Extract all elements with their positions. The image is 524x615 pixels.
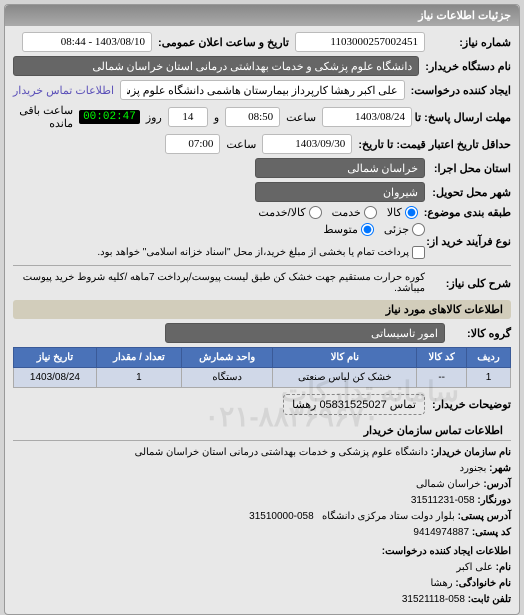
delivery-city-label: شهر محل تحویل: xyxy=(431,186,511,199)
response-deadline-label: مهلت ارسال پاسخ: تا تاریخ: xyxy=(418,111,511,124)
goods-table: ردیف کد کالا نام کالا واحد شمارش تعداد /… xyxy=(13,347,511,388)
radio-jozi[interactable]: جزئی xyxy=(384,223,425,236)
valid-date-field[interactable] xyxy=(262,134,352,154)
buyer-device-field[interactable] xyxy=(13,56,419,76)
need-key-text: کوره حرارت مستقیم جهت خشک کن طبق لیست پی… xyxy=(13,272,425,294)
th-name: نام کالا xyxy=(273,348,417,368)
table-header-row: ردیف کد کالا نام کالا واحد شمارش تعداد /… xyxy=(14,348,511,368)
contact-block: نام سازمان خریدار: دانشگاه علوم پزشکی و … xyxy=(13,445,511,608)
need-number-label: شماره نیاز: xyxy=(431,36,511,49)
resp-date-field[interactable] xyxy=(322,107,412,127)
th-code: کد کالا xyxy=(417,348,467,368)
remaining-hour-label: ساعت باقی مانده xyxy=(13,104,73,130)
exec-province-label: استان محل اجرا: xyxy=(431,162,511,175)
th-unit: واحد شمارش xyxy=(182,348,273,368)
radio-khedmat[interactable]: خدمت xyxy=(332,206,377,219)
hour-label-1: ساعت xyxy=(286,111,316,124)
radio-kala-khedmat[interactable]: کالا/خدمت xyxy=(258,206,321,219)
and-label: و xyxy=(214,111,219,124)
radio-kala[interactable]: کالا xyxy=(387,206,418,219)
days-remain-field[interactable] xyxy=(168,107,208,127)
panel-header: جزئیات اطلاعات نیاز xyxy=(5,5,519,26)
buy-type-radios: جزئی متوسط پرداخت تمام یا بخشی از مبلغ خ… xyxy=(13,223,425,259)
exec-province-field[interactable] xyxy=(255,158,425,178)
delivery-city-field[interactable] xyxy=(255,182,425,202)
radio-motavaset[interactable]: متوسط xyxy=(323,223,374,236)
valid-hour-field[interactable] xyxy=(165,134,220,154)
buyer-device-label: نام دستگاه خریدار: xyxy=(425,60,511,73)
announce-datetime-field[interactable] xyxy=(22,32,152,52)
th-date: تاریخ نیاز xyxy=(14,348,97,368)
validity-deadline-label: حداقل تاریخ اعتبار قیمت: تا تاریخ: xyxy=(358,138,511,151)
group-type-radios: کالا خدمت کالا/خدمت xyxy=(258,206,417,219)
details-panel: سامانه تدارکات ۰۲۱-۸۸۳۶۹۶۷۰ جزئیات اطلاع… xyxy=(4,4,520,615)
group-type-label: طبقه بندی موضوع: xyxy=(424,206,511,219)
remain-counter: 00:02:47 xyxy=(79,110,140,124)
requester-label: ایجاد کننده درخواست: xyxy=(411,84,511,97)
buy-type-label: نوع فرآیند خرید از: xyxy=(431,235,511,248)
need-number-field[interactable] xyxy=(295,32,425,52)
requester-field[interactable] xyxy=(120,80,405,100)
buyer-desc-value: تماس 05831525027 رهشا xyxy=(283,394,425,415)
th-row: ردیف xyxy=(466,348,510,368)
need-key-label: شرح کلی نیاز: xyxy=(431,277,511,290)
hour-label-2: ساعت xyxy=(226,138,256,151)
goods-group-field[interactable] xyxy=(165,323,445,343)
goods-group-label: گروه کالا: xyxy=(451,327,511,340)
buyer-desc-label: توضیحات خریدار: xyxy=(431,398,511,411)
resp-hour-field[interactable] xyxy=(225,107,280,127)
contact-info-link[interactable]: اطلاعات تماس خریدار xyxy=(13,84,114,97)
table-row[interactable]: 1 -- خشک کن لباس صنعتی دستگاه 1 1403/08/… xyxy=(14,368,511,388)
radio-asnad[interactable]: پرداخت تمام یا بخشی از مبلغ خرید،از محل … xyxy=(97,246,425,259)
announce-datetime-label: تاریخ و ساعت اعلان عمومی: xyxy=(158,36,289,49)
org-contact-title: اطلاعات تماس سازمان خریدار xyxy=(13,421,511,441)
day-label: روز xyxy=(146,111,162,124)
goods-info-title: اطلاعات کالاهای مورد نیاز xyxy=(13,300,511,319)
th-qty: تعداد / مقدار xyxy=(96,348,181,368)
